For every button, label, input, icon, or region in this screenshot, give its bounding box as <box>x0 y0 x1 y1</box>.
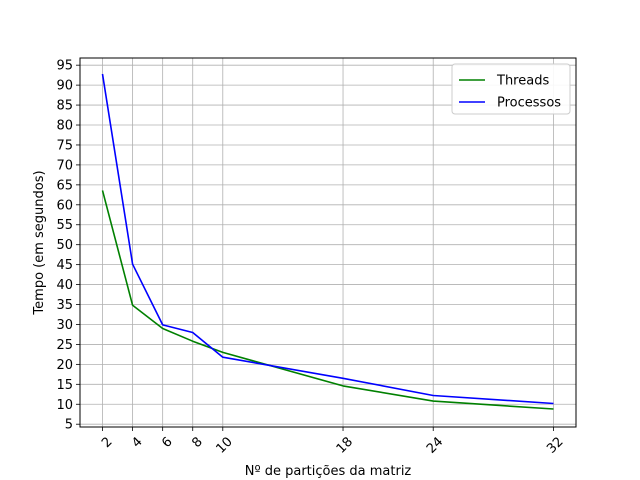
y-tick-label: 85 <box>56 99 73 114</box>
plot-frame <box>79 57 577 428</box>
y-tick-label: 90 <box>56 79 73 94</box>
x-axis-label: Nº de partições da matriz <box>245 464 412 479</box>
legend-label: Threads <box>496 74 549 89</box>
y-tick-label: 60 <box>56 198 73 213</box>
series-line-threads <box>101 190 554 410</box>
y-tick-label: 50 <box>56 238 73 253</box>
y-tick-label: 65 <box>56 178 73 193</box>
y-tick-label: 70 <box>56 158 73 173</box>
y-tick-label: 30 <box>56 318 73 333</box>
y-tick-label: 15 <box>56 378 73 393</box>
y-tick-label: 45 <box>56 258 73 273</box>
y-tick-label: 95 <box>56 59 73 74</box>
y-axis-label: Tempo (em segundos) <box>32 170 47 315</box>
y-tick-label: 10 <box>56 398 73 413</box>
y-tick-label: 80 <box>56 119 73 134</box>
y-tick-label: 40 <box>56 278 73 293</box>
y-tick-label: 55 <box>56 218 73 233</box>
legend-label: Processos <box>497 96 561 111</box>
y-tick-label: 20 <box>56 358 73 373</box>
series-line-processos <box>101 73 554 405</box>
y-tick-label: 25 <box>56 338 73 353</box>
y-tick-label: 35 <box>56 298 73 313</box>
legend: Threads Processos <box>451 63 571 115</box>
y-tick-label: 75 <box>56 138 73 153</box>
series-lines <box>101 73 554 410</box>
y-tick-label: 5 <box>65 418 73 433</box>
